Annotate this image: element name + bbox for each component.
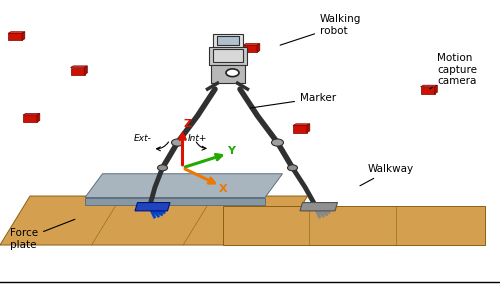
Polygon shape [293,124,310,125]
Polygon shape [0,196,308,245]
Polygon shape [23,115,37,122]
Polygon shape [8,32,25,33]
Text: Marker: Marker [250,93,336,108]
Polygon shape [85,198,265,205]
Circle shape [158,165,168,171]
Polygon shape [22,32,25,40]
Polygon shape [23,113,40,115]
Text: Force
plate: Force plate [10,219,75,250]
Circle shape [226,69,239,77]
Polygon shape [8,33,22,40]
Polygon shape [420,85,438,87]
Circle shape [288,165,298,171]
Polygon shape [70,67,85,75]
Text: Z: Z [184,119,192,129]
Polygon shape [243,44,260,45]
Polygon shape [70,66,88,67]
FancyArrowPatch shape [196,142,206,150]
Polygon shape [434,85,438,94]
Text: Walking
robot: Walking robot [280,15,361,45]
Bar [210,65,244,83]
Bar [208,47,246,65]
Text: Int+: Int+ [188,134,207,143]
Bar [216,36,238,45]
Polygon shape [420,87,434,94]
FancyArrowPatch shape [156,142,168,151]
Polygon shape [293,125,307,132]
Circle shape [172,139,183,146]
Bar [212,34,242,48]
Polygon shape [85,174,282,198]
Text: Walkway: Walkway [360,164,414,186]
Polygon shape [243,45,257,52]
Polygon shape [37,113,40,122]
Polygon shape [257,44,260,52]
Bar [212,49,242,62]
Text: X: X [219,184,228,194]
Text: Motion
capture
camera: Motion capture camera [430,53,478,89]
Polygon shape [300,203,338,211]
Polygon shape [135,203,170,211]
Polygon shape [307,124,310,132]
Text: Y: Y [228,146,235,157]
Circle shape [272,139,283,146]
Polygon shape [222,206,485,245]
Text: Ext-: Ext- [134,135,152,143]
Polygon shape [84,66,87,75]
